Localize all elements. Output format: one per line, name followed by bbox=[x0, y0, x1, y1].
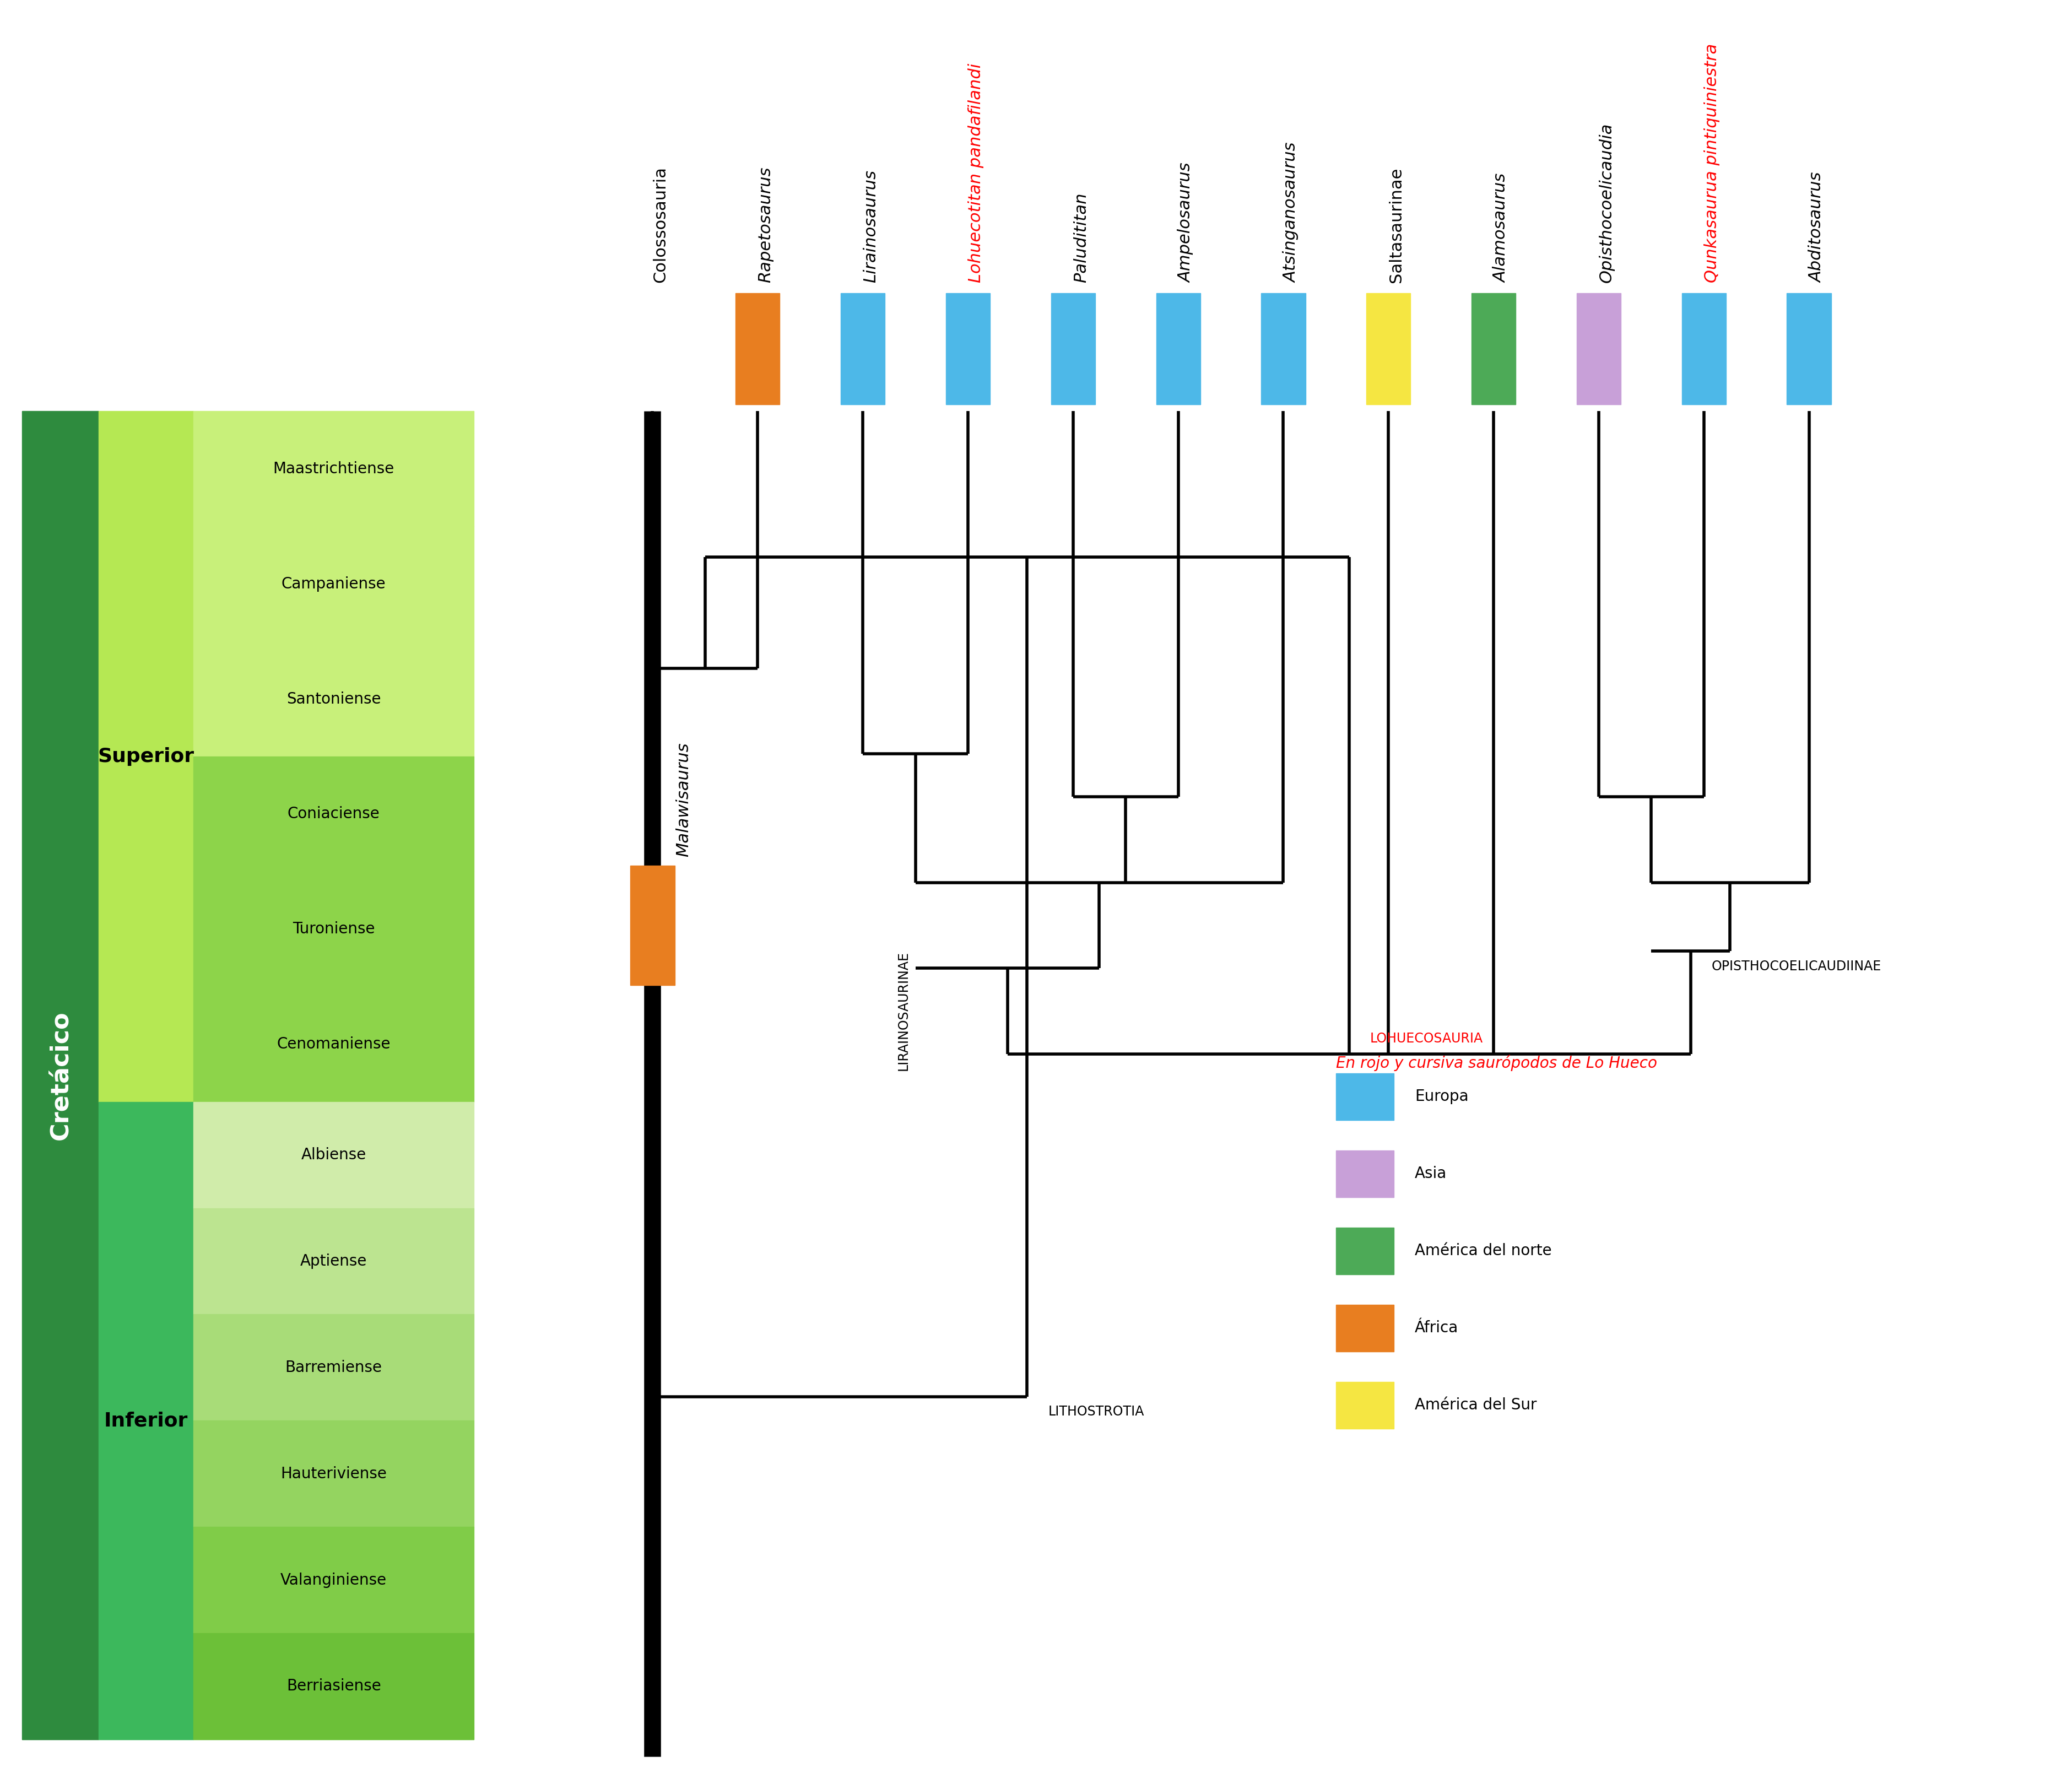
Bar bbox=[736, 292, 779, 405]
Text: Atsinganosaurus: Atsinganosaurus bbox=[1283, 143, 1299, 283]
Bar bbox=[1336, 1150, 1392, 1198]
Bar bbox=[99, 412, 193, 1102]
Text: Hauteriviense: Hauteriviense bbox=[280, 1466, 387, 1482]
Text: Lirainosaurus: Lirainosaurus bbox=[862, 169, 879, 283]
Text: América del norte: América del norte bbox=[1415, 1243, 1552, 1259]
Bar bbox=[1262, 292, 1305, 405]
Bar bbox=[1336, 1227, 1392, 1275]
Text: Ampelosaurus: Ampelosaurus bbox=[1177, 162, 1193, 283]
Text: LIRAINOSAURINAE: LIRAINOSAURINAE bbox=[897, 952, 910, 1072]
Text: Aptiense: Aptiense bbox=[300, 1253, 367, 1269]
Text: Maastrichtiense: Maastrichtiense bbox=[274, 462, 394, 476]
Text: LOHUECOSAURIA: LOHUECOSAURIA bbox=[1370, 1032, 1484, 1045]
Bar bbox=[1156, 292, 1200, 405]
Bar bbox=[193, 872, 474, 986]
Bar bbox=[841, 292, 885, 405]
Bar bbox=[193, 1526, 474, 1633]
Bar bbox=[193, 1421, 474, 1526]
Bar bbox=[945, 292, 990, 405]
Bar bbox=[1051, 292, 1094, 405]
Text: Campaniense: Campaniense bbox=[282, 576, 385, 592]
Bar bbox=[193, 1314, 474, 1421]
Text: Colossosauria: Colossosauria bbox=[653, 166, 669, 283]
Text: Lohuecotitan pandafilandi: Lohuecotitan pandafilandi bbox=[968, 62, 984, 283]
Bar bbox=[1365, 292, 1411, 405]
Text: Qunkasaurua pintiquiniestra: Qunkasaurua pintiquiniestra bbox=[1703, 43, 1720, 283]
Text: Alamosaurus: Alamosaurus bbox=[1494, 173, 1508, 283]
Text: Malawisaurus: Malawisaurus bbox=[675, 742, 692, 858]
Text: LITHOSTROTIA: LITHOSTROTIA bbox=[1048, 1405, 1144, 1419]
Bar bbox=[193, 1209, 474, 1314]
Bar bbox=[193, 986, 474, 1102]
Text: Rapetosaurus: Rapetosaurus bbox=[758, 166, 773, 283]
Bar bbox=[193, 526, 474, 642]
Bar bbox=[193, 756, 474, 872]
Bar bbox=[1577, 292, 1620, 405]
Bar bbox=[23, 412, 99, 1740]
Text: En rojo y cursiva saurópodos de Lo Hueco: En rojo y cursiva saurópodos de Lo Hueco bbox=[1336, 1056, 1658, 1072]
Bar bbox=[630, 865, 675, 986]
Text: Berriasiense: Berriasiense bbox=[286, 1678, 381, 1694]
Text: América del Sur: América del Sur bbox=[1415, 1398, 1535, 1412]
Bar bbox=[1336, 1305, 1392, 1352]
Text: Europa: Europa bbox=[1415, 1089, 1469, 1104]
Text: Opisthocoelicaudia: Opisthocoelicaudia bbox=[1598, 123, 1614, 283]
Text: OPISTHOCOELICAUDIINAE: OPISTHOCOELICAUDIINAE bbox=[1711, 959, 1881, 974]
Bar bbox=[1471, 292, 1515, 405]
Bar bbox=[1336, 1073, 1392, 1120]
Bar bbox=[99, 1102, 193, 1740]
Text: Turoniense: Turoniense bbox=[292, 922, 375, 936]
Text: Saltasaurinae: Saltasaurinae bbox=[1388, 168, 1405, 283]
Bar bbox=[193, 412, 474, 526]
Text: Inferior: Inferior bbox=[104, 1412, 189, 1430]
Text: Superior: Superior bbox=[97, 747, 195, 767]
Text: Asia: Asia bbox=[1415, 1166, 1446, 1182]
Text: Paludititan: Paludititan bbox=[1073, 193, 1088, 283]
Bar bbox=[193, 1102, 474, 1209]
Bar bbox=[193, 642, 474, 756]
Text: Santoniense: Santoniense bbox=[286, 692, 381, 706]
Text: Cretácico: Cretácico bbox=[48, 1011, 73, 1139]
Bar bbox=[1336, 1382, 1392, 1428]
Bar bbox=[193, 1633, 474, 1740]
Text: África: África bbox=[1415, 1321, 1459, 1335]
Bar bbox=[1680, 292, 1726, 405]
Text: Coniaciense: Coniaciense bbox=[288, 806, 379, 822]
Text: Cenomaniense: Cenomaniense bbox=[278, 1036, 390, 1052]
Bar bbox=[1786, 292, 1830, 405]
Text: Abditosaurus: Abditosaurus bbox=[1809, 173, 1825, 283]
Text: Valanginiense: Valanginiense bbox=[280, 1573, 387, 1587]
Text: Barremiense: Barremiense bbox=[286, 1360, 381, 1375]
Text: Albiense: Albiense bbox=[300, 1146, 367, 1163]
